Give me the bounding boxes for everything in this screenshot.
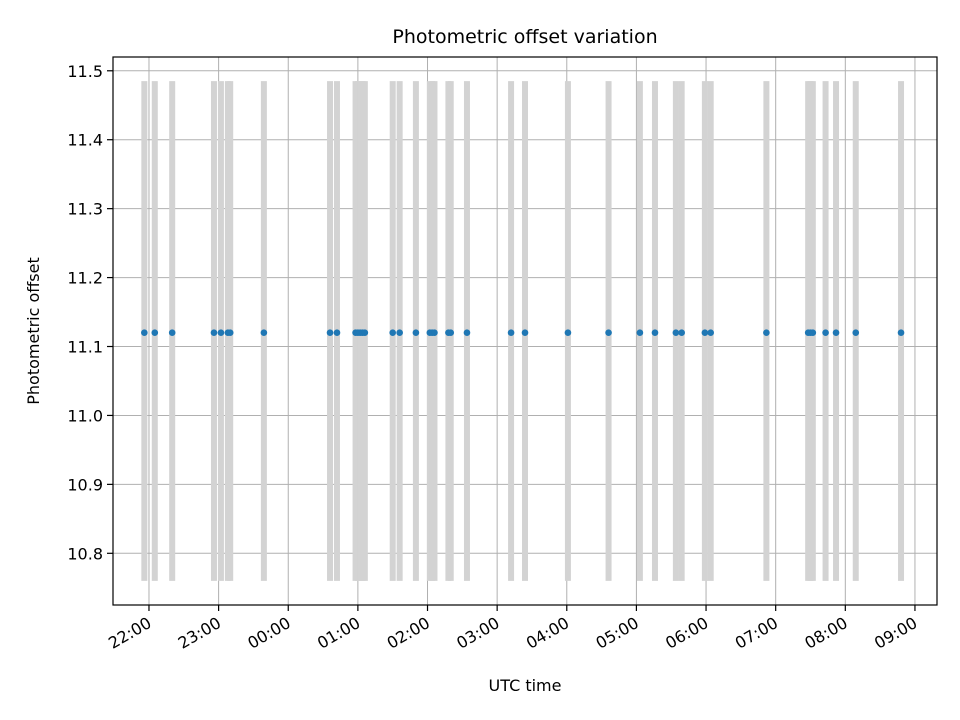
chart-title: Photometric offset variation [392,26,657,48]
x-tick-label: 09:00 [871,613,920,653]
data-point [672,329,680,337]
x-tick-label: 01:00 [314,613,363,653]
data-point [217,329,225,337]
data-point [678,329,685,337]
y-tick-label: 11.0 [67,406,103,425]
x-tick-label: 22:00 [105,613,154,653]
y-tick-label: 11.5 [67,62,103,81]
data-points [141,329,905,337]
data-point [564,329,572,337]
data-point [333,329,341,337]
data-point [822,329,829,337]
x-tick-label: 03:00 [453,613,502,653]
x-tick-label: 04:00 [523,613,572,653]
plot-frame [112,56,938,606]
y-tick-label: 10.9 [67,475,103,494]
data-point [832,329,840,337]
data-point [226,329,234,337]
data-point [651,329,659,337]
data-point [168,329,176,337]
x-tick-label: 05:00 [593,613,642,653]
x-tick-label: 06:00 [662,613,711,653]
data-point [431,329,438,337]
data-point [326,329,334,337]
data-point [396,329,403,337]
data-point [897,329,905,337]
y-axis-label: Photometric offset [24,257,43,405]
data-point [636,329,644,337]
data-point [389,329,396,337]
x-tick-label: 02:00 [384,613,433,653]
y-tick-label: 11.4 [67,131,103,150]
data-point [210,329,218,337]
y-axis: 10.8 10.9 11.0 11.1 11.2 11.3 11.4 11.5 [67,62,113,563]
x-tick-label: 23:00 [175,613,224,653]
data-point [707,329,714,337]
y-tick-label: 11.1 [67,338,103,357]
data-point [605,329,612,337]
x-axis: 22:00 23:00 00:00 01:00 02:00 03:00 04:00 05:00… [105,605,920,653]
y-tick-label: 11.3 [67,200,103,219]
data-point [763,329,770,337]
x-tick-label: 00:00 [244,613,293,653]
data-point [852,329,860,337]
data-point [507,329,515,337]
y-tick-label: 11.2 [67,269,103,288]
x-tick-label: 07:00 [732,613,781,653]
data-point [151,329,159,337]
data-point [361,329,369,337]
data-point [141,329,148,337]
data-point [701,329,709,337]
data-point [260,329,268,337]
y-tick-label: 10.8 [67,544,103,563]
data-point [463,329,471,337]
x-axis-label: UTC time [489,676,562,695]
data-point [447,329,455,337]
data-point [809,329,817,337]
data-point [412,329,420,337]
x-tick-label: 08:00 [801,613,850,653]
data-point [521,329,529,337]
